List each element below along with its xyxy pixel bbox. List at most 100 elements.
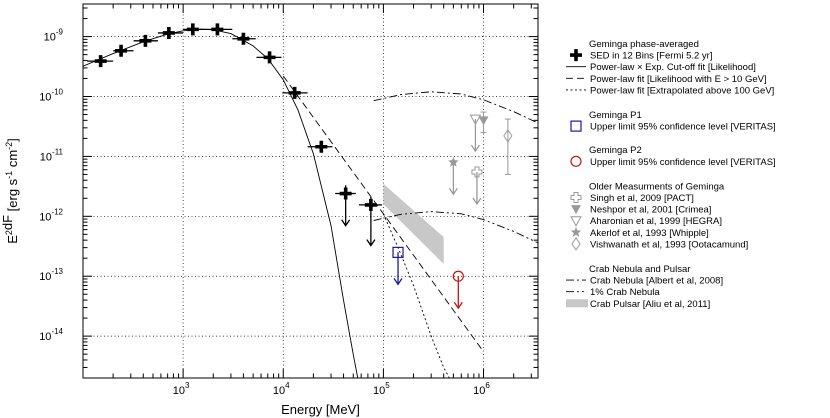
legend-entry: Akerlof et al, 1993 [Whipple] xyxy=(570,226,709,239)
star-marker xyxy=(448,156,459,167)
legend-header: Crab Nebula and Pulsar xyxy=(589,264,690,275)
legend-header: Geminga P1 xyxy=(589,110,642,121)
fermi-sed-point xyxy=(358,197,383,247)
upper-limit-arrow xyxy=(366,225,376,247)
legend-entry: Power-law × Exp. Cut-off fit [Likelihood… xyxy=(566,62,756,73)
fermi-sed-point xyxy=(307,140,333,153)
legend-entry-text: Akerlof et al, 1993 [Whipple] xyxy=(590,228,709,239)
legend-header-text: Older Measurments of Geminga xyxy=(589,181,725,192)
upper-limit-point xyxy=(392,246,404,286)
diamond-open-marker xyxy=(503,128,513,143)
legend-entry-text: 1% Crab Nebula xyxy=(590,287,660,298)
fermi-sed-marker xyxy=(211,23,224,36)
legend-entry: Vishwanath et al, 1993 [Ootacamund] xyxy=(571,236,748,251)
legend-star-symbol xyxy=(570,226,582,237)
plot-frame xyxy=(82,3,539,379)
legend-header: Geminga phase-averaged xyxy=(589,39,699,50)
y-tick-label: 10-11 xyxy=(40,147,64,163)
x-tick-label: 104 xyxy=(273,381,290,397)
legend-entry-text: Power-law × Exp. Cut-off fit [Likelihood… xyxy=(590,62,756,73)
curve-dotted xyxy=(382,213,450,378)
legend-entry: Crab Nebula [Albert et al, 2008] xyxy=(566,276,723,287)
fermi-sed-point xyxy=(183,23,208,36)
square-marker xyxy=(392,246,404,258)
x-tick-label: 106 xyxy=(473,381,490,397)
legend-entry-text: SED in 12 Bins [Fermi 5.2 yr] xyxy=(590,51,712,62)
legend-cross-symbol xyxy=(570,192,582,203)
legend-entry-text: Aharonian et al, 1999 [HEGRA] xyxy=(590,216,722,227)
triangle-down-open-marker xyxy=(469,114,482,126)
legend-entry: Upper limit 95% confidence level [VERITA… xyxy=(570,155,776,168)
legend-triangle-symbol xyxy=(571,205,581,215)
fermi-sed-marker xyxy=(115,44,128,57)
legend-header: Geminga P2 xyxy=(589,145,642,156)
legend-header: Older Measurments of Geminga xyxy=(589,181,725,192)
legend-header-text: Geminga phase-averaged xyxy=(589,39,699,50)
fermi-sed-point xyxy=(256,51,282,64)
legend-header-text: Geminga P2 xyxy=(589,145,642,156)
triangle-down-filled-marker xyxy=(478,116,489,126)
curve-dashdot xyxy=(373,91,538,124)
fermi-sed-marker xyxy=(288,86,301,99)
upper-limit-point xyxy=(471,166,483,206)
legend-entry-text: Upper limit 95% confidence level [VERITA… xyxy=(590,157,776,168)
legend-entry: Power-law fit [Extrapolated above 100 Ge… xyxy=(566,85,774,96)
upper-limit-point xyxy=(448,156,459,196)
fermi-sed-point xyxy=(157,26,184,39)
x-tick-label: 105 xyxy=(373,381,390,397)
curve-dashdotdot xyxy=(373,211,538,244)
x-tick-label: 103 xyxy=(173,381,190,397)
legend-square-symbol xyxy=(570,120,582,132)
fermi-sed-point xyxy=(282,86,308,99)
upper-limit-point xyxy=(452,270,464,310)
fermi-sed-marker xyxy=(139,34,152,47)
legend-entry-text: Upper limit 95% confidence level [VERITA… xyxy=(590,122,776,133)
plot-data xyxy=(83,23,538,378)
legend-entry-text: Vishwanath et al, 1993 [Ootacamund] xyxy=(590,239,748,250)
fermi-sed-point xyxy=(133,34,158,47)
legend-entry: Power-law fit [Likelihood with E > 10 Ge… xyxy=(566,74,767,85)
fermi-sed-marker xyxy=(364,198,377,211)
axes-ticks: 103 104 105 106 10-9 10-10 10-11 10-12 10-13 10-1… xyxy=(39,4,538,397)
legend-entry: SED in 12 Bins [Fermi 5.2 yr] xyxy=(570,49,712,62)
fermi-sed-marker xyxy=(162,26,175,39)
grid-lines xyxy=(83,4,538,378)
legend-cross-symbol xyxy=(570,49,582,62)
fermi-sed-point xyxy=(113,44,134,57)
y-tick-label: 10-14 xyxy=(39,327,63,343)
crab-pulsar-band xyxy=(383,183,444,264)
fermi-sed-point xyxy=(87,55,114,68)
upper-limit-point xyxy=(469,114,482,153)
legend-triangle-symbol xyxy=(570,216,582,227)
fermi-sed-marker xyxy=(186,23,199,36)
legend-entry: Singh et al, 2009 [PACT] xyxy=(570,192,694,204)
fermi-sed-point xyxy=(232,32,256,45)
legend-entry-text: Power-law fit [Extrapolated above 100 Ge… xyxy=(590,85,774,96)
legend-entry-text: Crab Pulsar [Aliu et al, 2011] xyxy=(590,299,710,310)
y-tick-label: 10-9 xyxy=(44,28,64,44)
fermi-sed-point xyxy=(335,185,356,227)
legend-band-symbol xyxy=(566,299,588,308)
upper-limit-arrow xyxy=(341,205,351,227)
legend-header-text: Geminga P1 xyxy=(589,110,642,121)
legend-entry-text: Power-law fit [Likelihood with E > 10 Ge… xyxy=(590,74,767,85)
x-axis-label: Energy [MeV] xyxy=(281,402,360,417)
legend-diamond-symbol xyxy=(571,236,581,251)
legend-header-text: Crab Nebula and Pulsar xyxy=(589,264,690,275)
measurement-point xyxy=(478,111,489,134)
fermi-sed-marker xyxy=(94,55,107,68)
y-tick-label: 10-10 xyxy=(39,88,63,104)
measurement-point xyxy=(503,118,513,175)
legend-entry: Crab Pulsar [Aliu et al, 2011] xyxy=(566,299,710,310)
y-tick-label: 10-13 xyxy=(39,267,63,283)
legend-entry: Neshpor et al, 2001 [Crimea] xyxy=(571,205,711,216)
curve-solid xyxy=(83,28,359,378)
legend-entry-text: Singh et al, 2009 [PACT] xyxy=(590,193,694,204)
fermi-sed-marker xyxy=(237,32,250,45)
legend-entry: Upper limit 95% confidence level [VERITA… xyxy=(570,120,776,133)
y-axis-label: E2dF [erg s-1 cm-2] xyxy=(0,138,20,244)
fermi-sed-marker xyxy=(339,187,352,200)
legend-entry-text: Crab Nebula [Albert et al, 2008] xyxy=(590,276,723,287)
